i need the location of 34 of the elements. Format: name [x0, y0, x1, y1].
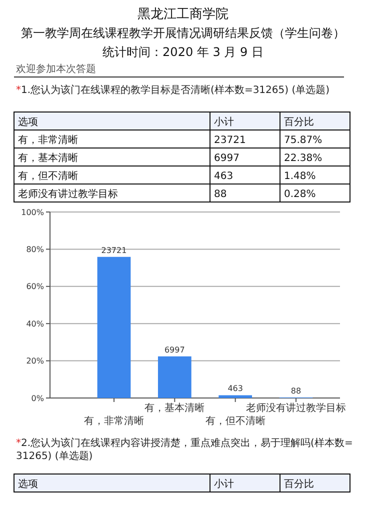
y-tick-label: 20% [26, 356, 44, 366]
annotation: 23721 [101, 246, 127, 255]
y-tick-label: 0% [31, 394, 44, 403]
text: 0.28% [284, 189, 316, 200]
y-tick-label: 60% [26, 282, 44, 292]
category-label: 有，但不清晰 [18, 171, 78, 182]
text: 选项 [18, 478, 38, 490]
annotation: 88 [290, 386, 302, 396]
text: 百分比 [284, 478, 314, 490]
text: 小计 [214, 116, 234, 128]
y-tick-label: 80% [26, 245, 44, 254]
text: 463 [214, 171, 234, 182]
category-label: 老师没有讲过教学目标 [18, 189, 118, 200]
text: 统计时间：2020 年 3 月 9 日 [102, 45, 264, 59]
annotation: 6997 [164, 345, 185, 354]
annotation: 463 [228, 384, 243, 394]
y-tick-label: 100% [21, 208, 44, 217]
text: 小计 [214, 478, 234, 490]
category-label: 有，非常清晰 [18, 135, 78, 146]
y-tick-label: 40% [26, 319, 44, 328]
text: 23721 [214, 135, 246, 146]
category-label: 有，基本清晰 [18, 153, 78, 164]
text: 1.48% [284, 171, 316, 182]
text: *2.您认为该门在线课程内容讲授清楚，重点难点突出，易于理解吗(样本数=31265) (单选题) [16, 437, 353, 462]
text: 6997 [214, 153, 240, 164]
text: 88 [214, 189, 227, 200]
text: 选项 [18, 116, 38, 128]
text: 百分比 [284, 116, 314, 128]
chart-title: 黑龙江工商学院 [138, 7, 228, 22]
text: 欢迎参加本次答题 [16, 63, 96, 75]
text: 22.38% [284, 153, 322, 164]
chart-subtitle: 第一教学周在线课程教学开展情况调研结果反馈（学生问卷） [21, 26, 345, 40]
text: *1.您认为该门在线课程的教学目标是否清晰(样本数=31265) (单选题) [16, 84, 330, 96]
text: 75.87% [284, 135, 322, 146]
